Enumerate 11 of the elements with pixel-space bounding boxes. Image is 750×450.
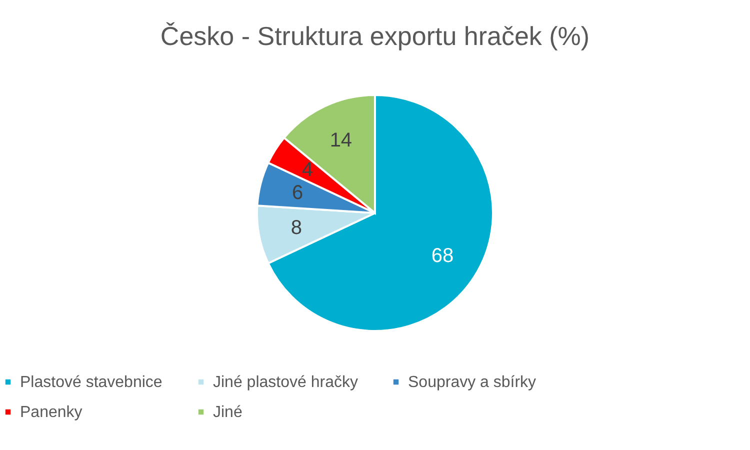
legend-label: Jiné plastové hračky <box>213 374 358 391</box>
data-label: 14 <box>330 130 352 152</box>
legend-label: Panenky <box>20 404 82 421</box>
legend-label: Plastové stavebnice <box>20 374 162 391</box>
chart-title: Česko - Struktura exportu hraček (%) <box>160 21 590 51</box>
legend-label: Jiné <box>213 404 242 421</box>
data-label: 4 <box>302 159 314 182</box>
data-label: 6 <box>292 182 304 204</box>
data-label: 8 <box>290 216 302 239</box>
data-label: 68 <box>431 244 454 267</box>
legend-label: Soupravy a sbírky <box>408 374 536 391</box>
